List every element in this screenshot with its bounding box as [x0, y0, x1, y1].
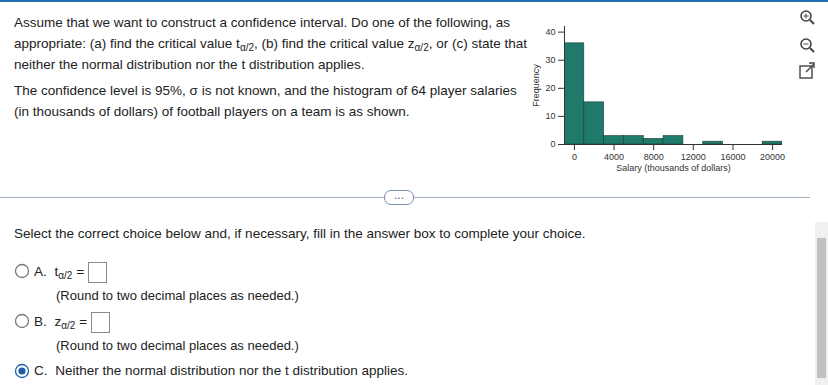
html-text:The confidence level is 95%, σ: The confidence level is 95%, σ is not kn… — [14, 83, 517, 119]
svg-text:16000: 16000 — [720, 152, 745, 162]
svg-text:Salary (thousands of dollars): Salary (thousands of dollars) — [616, 163, 731, 173]
html-text:A. tα/2=: A. tα/2= — [34, 264, 84, 282]
svg-text:20000: 20000 — [760, 152, 785, 162]
svg-text:10: 10 — [545, 111, 555, 121]
svg-text:4000: 4000 — [604, 152, 624, 162]
svg-text:0: 0 — [572, 152, 577, 162]
svg-text:8000: 8000 — [644, 152, 664, 162]
html-text:Assume that we want to constru: Assume that we want to construct a confi… — [14, 15, 527, 72]
html-text:B. zα/2=: B. zα/2= — [34, 314, 87, 332]
svg-text:40: 40 — [545, 27, 555, 37]
svg-text:Frequency: Frequency — [531, 64, 541, 107]
svg-text:20: 20 — [545, 83, 555, 93]
svg-text:12000: 12000 — [681, 152, 706, 162]
svg-text:0: 0 — [550, 139, 555, 149]
html-text:C. Neither the normal distribu: C. Neither the normal distribution nor t… — [34, 363, 408, 378]
html-text:(Round to two decimal places a: (Round to two decimal places as needed.) — [56, 288, 299, 303]
svg-text:30: 30 — [545, 55, 555, 65]
html-text:Select the correct choice belo: Select the correct choice below and, if … — [14, 226, 586, 241]
html-text:(Round to two decimal places a: (Round to two decimal places as needed.) — [56, 338, 299, 353]
